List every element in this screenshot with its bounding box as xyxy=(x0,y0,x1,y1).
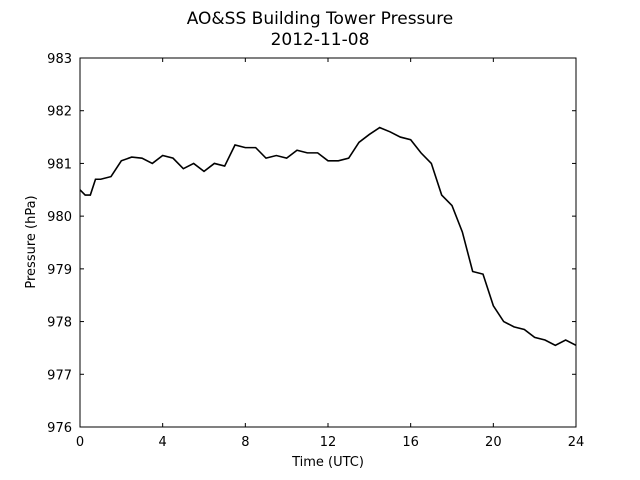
x-tick-label: 24 xyxy=(568,435,585,450)
x-tick-label: 0 xyxy=(76,435,84,450)
chart-title: AO&SS Building Tower Pressure xyxy=(187,9,454,29)
plot-frame xyxy=(79,57,577,428)
y-tick-label: 977 xyxy=(47,368,72,383)
data-line xyxy=(79,126,577,347)
x-tick-label: 4 xyxy=(159,435,167,450)
x-tick-label: 12 xyxy=(320,435,337,450)
y-axis-label: Pressure (hPa) xyxy=(24,195,39,288)
y-tick-label: 976 xyxy=(47,421,72,436)
y-tick-label: 979 xyxy=(47,263,72,278)
x-tick-label: 16 xyxy=(402,435,419,450)
x-axis-label: Time (UTC) xyxy=(291,455,364,470)
chart-subtitle: 2012-11-08 xyxy=(271,30,370,50)
y-tick-label: 981 xyxy=(47,157,72,172)
y-tick-label: 982 xyxy=(47,105,72,120)
x-tick-label: 8 xyxy=(241,435,249,450)
x-tick-label: 20 xyxy=(485,435,502,450)
y-tick-label: 980 xyxy=(47,210,72,225)
y-tick-label: 983 xyxy=(47,52,72,67)
y-tick-label: 978 xyxy=(47,316,72,331)
